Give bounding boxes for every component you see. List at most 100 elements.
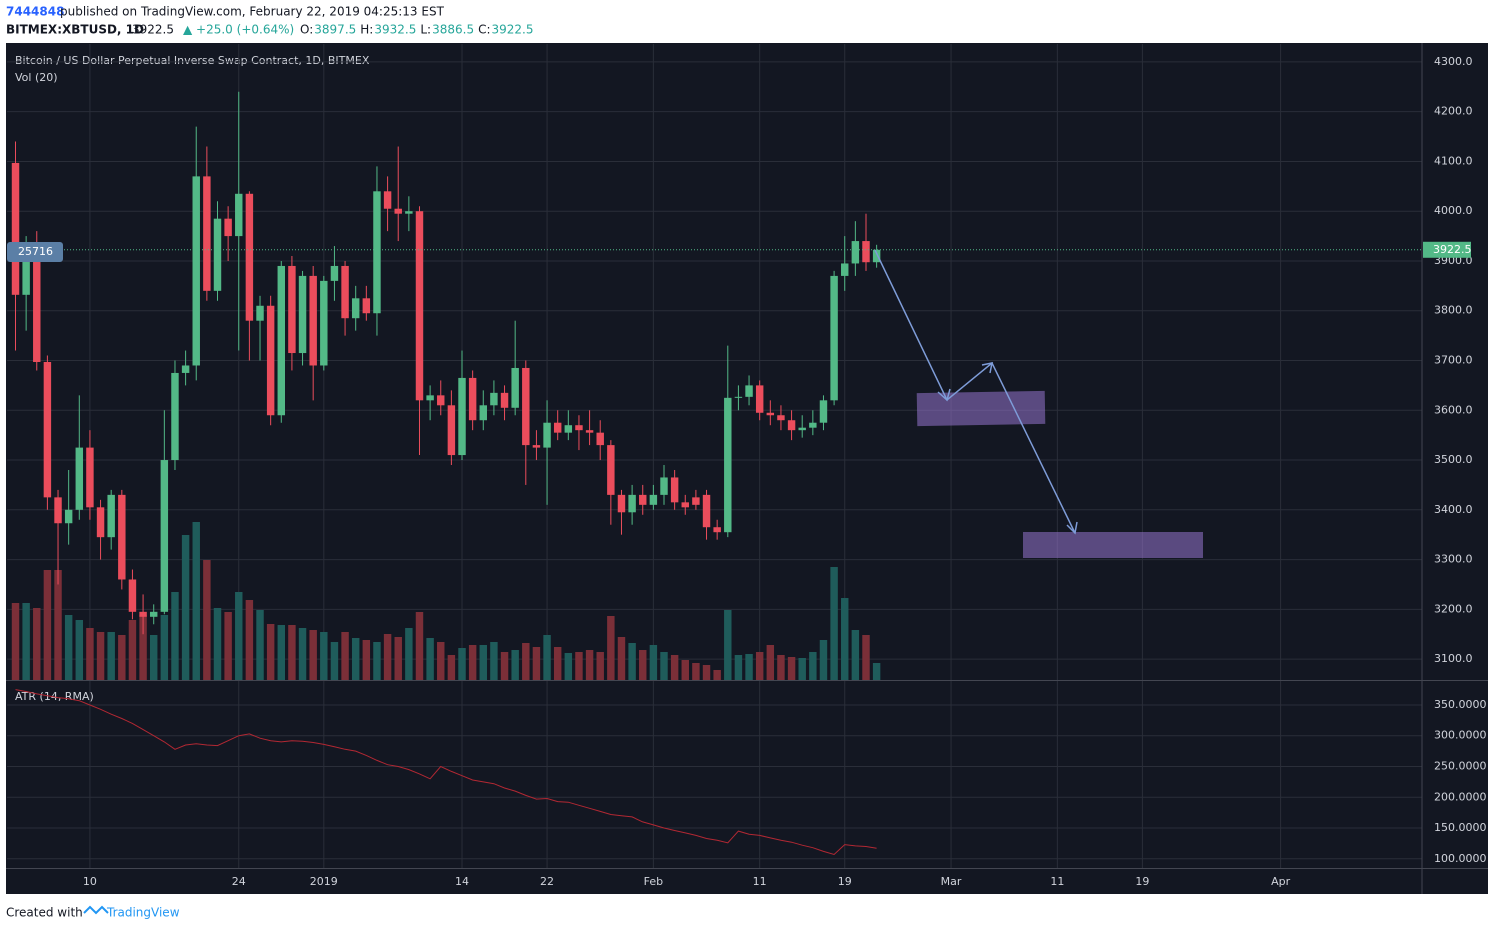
- candle-body: [320, 280, 328, 366]
- candle-body: [171, 372, 179, 461]
- volume-bar: [43, 570, 52, 680]
- candle-body: [22, 248, 30, 295]
- candle-body: [75, 447, 84, 510]
- ohlc-value: 3932.5: [374, 23, 416, 37]
- volume-bar: [787, 657, 796, 680]
- x-tick-label: Feb: [644, 875, 663, 888]
- x-tick-label: Apr: [1271, 875, 1291, 888]
- chart-background: [6, 43, 1488, 894]
- ohlc-value: 3897.5: [314, 23, 356, 37]
- candle-body: [362, 298, 371, 314]
- y-tick-label: 3300.0: [1434, 553, 1473, 566]
- volume-bar: [256, 610, 264, 680]
- volume-bar: [405, 628, 413, 680]
- candle-body: [596, 432, 604, 446]
- candle-body: [468, 377, 477, 421]
- y-tick-label: 200.0000: [1434, 790, 1487, 803]
- candle-body: [670, 477, 679, 503]
- candle-body: [660, 477, 668, 495]
- candle-body: [96, 507, 105, 538]
- published: published on TradingView.com, February 2…: [60, 5, 445, 19]
- ohlc-value: 3922.5: [492, 23, 534, 37]
- candle-body: [490, 392, 498, 406]
- volume-title: Vol (20): [15, 71, 58, 84]
- candle-body: [128, 579, 137, 612]
- y-tick-label: 3400.0: [1434, 503, 1473, 516]
- volume-bar: [713, 670, 721, 680]
- candle-body: [245, 193, 254, 321]
- ohlc-label: H:: [360, 23, 373, 37]
- volume-bar: [479, 645, 487, 680]
- volume-tag: [7, 242, 63, 262]
- last-price: 3922.5: [132, 23, 174, 37]
- candle-body: [724, 397, 732, 533]
- candle-body: [86, 447, 94, 508]
- candle-body: [341, 265, 349, 319]
- symbol: BITMEX:XBTUSD, 1D: [6, 23, 144, 37]
- candle-body: [224, 218, 232, 237]
- y-tick-label: 4000.0: [1434, 204, 1473, 217]
- candle-body: [447, 405, 456, 456]
- volume-bar: [777, 655, 785, 680]
- candle-body: [107, 494, 115, 538]
- volume-bar: [660, 652, 668, 680]
- y-tick-label: 4300.0: [1434, 55, 1473, 68]
- volume-bar: [330, 642, 339, 680]
- candle-body: [203, 176, 211, 291]
- footer-brand[interactable]: TradingView: [106, 906, 180, 920]
- y-tick-label: 3200.0: [1434, 602, 1473, 615]
- volume-bar: [734, 655, 743, 680]
- candle-body: [118, 494, 126, 580]
- candle-body: [256, 305, 264, 321]
- candle-body: [841, 263, 849, 276]
- volume-bar: [841, 598, 849, 680]
- y-tick-label: 4200.0: [1434, 105, 1473, 118]
- candle-body: [54, 497, 62, 524]
- x-tick-label: 11: [1050, 875, 1064, 888]
- candle-body: [213, 218, 222, 291]
- volume-bar: [437, 642, 445, 680]
- candle-body: [139, 611, 147, 617]
- footer-text: Created with: [6, 906, 83, 920]
- atr-line: [15, 689, 877, 856]
- candle-body: [415, 211, 424, 401]
- candle-body: [692, 497, 700, 505]
- volume-bar: [235, 592, 243, 680]
- candle-body: [755, 385, 764, 413]
- volume-label: 25716: [18, 245, 53, 258]
- y-tick-label: 3800.0: [1434, 304, 1473, 317]
- volume-bar: [64, 615, 73, 680]
- volume-bar: [585, 650, 594, 680]
- candle-body: [819, 400, 828, 423]
- candle-body: [777, 415, 785, 421]
- candle-body: [543, 422, 551, 448]
- candle-body: [479, 405, 487, 421]
- x-tick-label: 24: [232, 875, 246, 888]
- volume-bar: [766, 645, 775, 680]
- last-price-label: 3922.5: [1433, 243, 1472, 256]
- volume-bar: [277, 625, 286, 680]
- candle-body: [149, 611, 158, 617]
- arrow: [874, 249, 1076, 534]
- volume-bar: [362, 640, 371, 680]
- volume-bar: [22, 603, 30, 680]
- x-tick-label: 22: [540, 875, 554, 888]
- y-tick-label: 3100.0: [1434, 652, 1473, 665]
- highlight-box: [916, 390, 1046, 427]
- candle-body: [405, 211, 413, 214]
- candle-body: [266, 305, 275, 416]
- volume-bar: [575, 652, 583, 680]
- y-tick-label: 4100.0: [1434, 154, 1473, 167]
- x-tick-label: 10: [83, 875, 97, 888]
- volume-bar: [181, 535, 190, 680]
- candle-body: [766, 412, 775, 416]
- volume-bar: [383, 634, 392, 680]
- x-tick-label: 14: [455, 875, 469, 888]
- volume-bar: [160, 615, 169, 680]
- volume-bar: [341, 632, 349, 680]
- candle-body: [437, 395, 445, 406]
- last-price-tag: [1423, 241, 1471, 258]
- publisher: 7444848: [6, 5, 64, 19]
- candle-body: [745, 385, 753, 397]
